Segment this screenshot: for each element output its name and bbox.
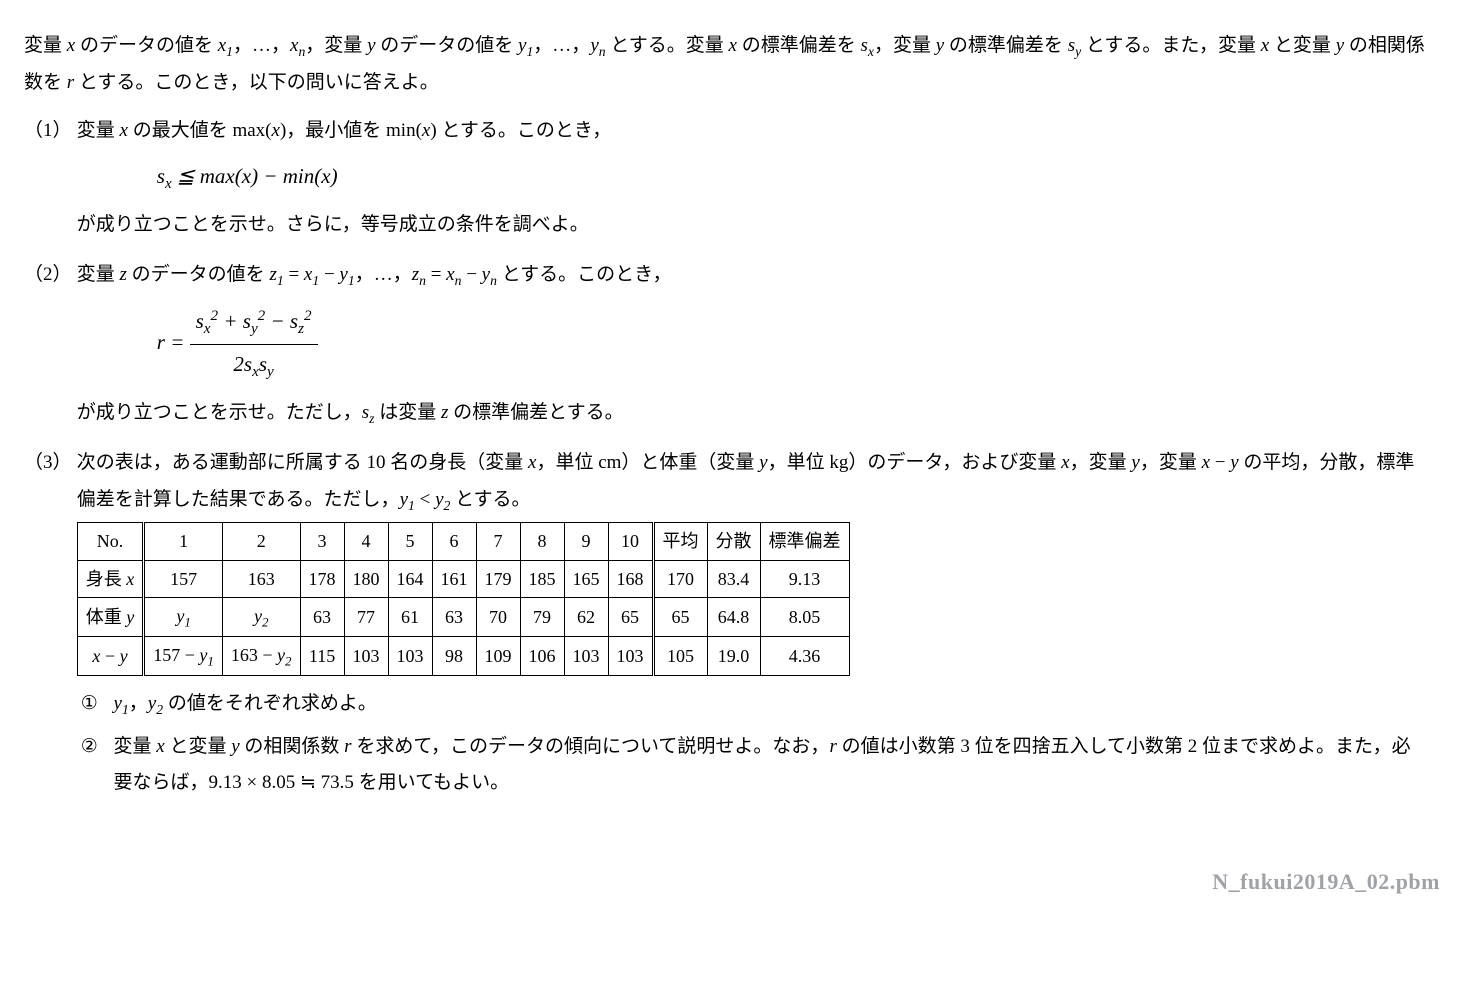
q3-number: （3） bbox=[24, 445, 72, 481]
row-label: 体重 y bbox=[77, 597, 144, 636]
q3-sub1-label: ① bbox=[81, 686, 109, 722]
equals: = bbox=[170, 330, 189, 354]
table-cell: 170 bbox=[653, 560, 707, 597]
table-cell: 178 bbox=[300, 560, 344, 597]
table-cell: 103 bbox=[344, 636, 388, 675]
table-cell: 63 bbox=[432, 597, 476, 636]
table-header-cell: 4 bbox=[344, 523, 388, 560]
row-label: x − y bbox=[77, 636, 144, 675]
table-header-cell: 10 bbox=[608, 523, 653, 560]
q1-body: 変量 x の最大値を max(x)，最小値を min(x) とする。このとき， … bbox=[77, 113, 1433, 243]
table-header-cell: 5 bbox=[388, 523, 432, 560]
q2-fraction: sx2 + sy2 − sz2 2sxsy bbox=[190, 302, 318, 387]
question-1: （1） 変量 x の最大値を max(x)，最小値を min(x) とする。この… bbox=[24, 113, 1440, 243]
table-cell: 180 bbox=[344, 560, 388, 597]
table-header-cell: 9 bbox=[564, 523, 608, 560]
table-header-cell: 3 bbox=[300, 523, 344, 560]
intro-paragraph: 変量 x のデータの値を x1，…，xn，変量 y のデータの値を y1，…，y… bbox=[24, 28, 1440, 101]
table-header-cell: 2 bbox=[222, 523, 300, 560]
table-cell: 165 bbox=[564, 560, 608, 597]
q3-sub2-label: ② bbox=[81, 729, 109, 765]
q1-number: （1） bbox=[24, 113, 72, 149]
q3-body: 次の表は，ある運動部に所属する 10 名の身長（変量 x，単位 cm）と体重（変… bbox=[77, 445, 1433, 801]
q2-lhs: r bbox=[157, 330, 165, 354]
table-cell: 163 bbox=[222, 560, 300, 597]
q1-formula: sx ≦ max(x) − min(x) bbox=[157, 157, 1433, 199]
table-cell: 161 bbox=[432, 560, 476, 597]
data-table: No.12345678910平均分散標準偏差身長 x15716317818016… bbox=[77, 522, 850, 676]
q1-text: 変量 x の最大値を max(x)，最小値を min(x) とする。このとき， bbox=[77, 120, 612, 141]
table-cell: 79 bbox=[520, 597, 564, 636]
table-row: 身長 x15716317818016416117918516516817083.… bbox=[77, 560, 849, 597]
table-cell: 62 bbox=[564, 597, 608, 636]
table-cell: 157 bbox=[144, 560, 223, 597]
q3-text: 次の表は，ある運動部に所属する 10 名の身長（変量 x，単位 cm）と体重（変… bbox=[77, 452, 1415, 509]
table-cell: 168 bbox=[608, 560, 653, 597]
table-cell: 98 bbox=[432, 636, 476, 675]
q2-formula: r = sx2 + sy2 − sz2 2sxsy bbox=[157, 302, 1433, 387]
table-cell: 157 − y1 bbox=[144, 636, 223, 675]
q2-followup: が成り立つことを示せ。ただし，sz は変量 z の標準偏差とする。 bbox=[77, 395, 1433, 432]
table-cell: 65 bbox=[608, 597, 653, 636]
q2-numerator: sx2 + sy2 − sz2 bbox=[190, 302, 318, 345]
q2-text: 変量 z のデータの値を z1 = x1 − y1，…，zn = xn − yn… bbox=[77, 264, 672, 285]
table-cell: y1 bbox=[144, 597, 223, 636]
q3-sub1: ① y1，y2 の値をそれぞれ求めよ。 bbox=[81, 686, 1433, 723]
row-label: 身長 x bbox=[77, 560, 144, 597]
q2-number: （2） bbox=[24, 257, 72, 293]
table-cell: 103 bbox=[388, 636, 432, 675]
table-header-cell: 8 bbox=[520, 523, 564, 560]
q3-sub2: ② 変量 x と変量 y の相関係数 r を求めて，このデータの傾向について説明… bbox=[81, 729, 1433, 801]
table-cell: 106 bbox=[520, 636, 564, 675]
q1-followup: が成り立つことを示せ。さらに，等号成立の条件を調べよ。 bbox=[77, 207, 1433, 243]
table-cell: 8.05 bbox=[760, 597, 849, 636]
table-cell: y2 bbox=[222, 597, 300, 636]
table-header-cell: 分散 bbox=[707, 523, 760, 560]
table-cell: 9.13 bbox=[760, 560, 849, 597]
table-cell: 61 bbox=[388, 597, 432, 636]
table-cell: 70 bbox=[476, 597, 520, 636]
table-row: x − y157 − y1163 − y21151031039810910610… bbox=[77, 636, 849, 675]
table-header-cell: No. bbox=[77, 523, 144, 560]
table-cell: 105 bbox=[653, 636, 707, 675]
table-header-cell: 平均 bbox=[653, 523, 707, 560]
table-header-cell: 標準偏差 bbox=[760, 523, 849, 560]
table-cell: 4.36 bbox=[760, 636, 849, 675]
table-cell: 19.0 bbox=[707, 636, 760, 675]
table-cell: 115 bbox=[300, 636, 344, 675]
question-2: （2） 変量 z のデータの値を z1 = x1 − y1，…，zn = xn … bbox=[24, 257, 1440, 431]
table-cell: 163 − y2 bbox=[222, 636, 300, 675]
table-header-cell: 1 bbox=[144, 523, 223, 560]
q3-sub2-text: 変量 x と変量 y の相関係数 r を求めて，このデータの傾向について説明せよ… bbox=[114, 729, 1430, 801]
table-cell: 179 bbox=[476, 560, 520, 597]
table-cell: 103 bbox=[608, 636, 653, 675]
table-cell: 83.4 bbox=[707, 560, 760, 597]
table-header-cell: 7 bbox=[476, 523, 520, 560]
table-cell: 65 bbox=[653, 597, 707, 636]
footer-filename: N_fukui2019A_02.pbm bbox=[24, 861, 1440, 903]
q2-denominator: 2sxsy bbox=[190, 345, 318, 387]
table-row: 体重 yy1y263776163707962656564.88.05 bbox=[77, 597, 849, 636]
table-cell: 109 bbox=[476, 636, 520, 675]
table-cell: 103 bbox=[564, 636, 608, 675]
table-cell: 164 bbox=[388, 560, 432, 597]
table-cell: 77 bbox=[344, 597, 388, 636]
table-cell: 63 bbox=[300, 597, 344, 636]
table-header-cell: 6 bbox=[432, 523, 476, 560]
table-cell: 185 bbox=[520, 560, 564, 597]
table-cell: 64.8 bbox=[707, 597, 760, 636]
q2-body: 変量 z のデータの値を z1 = x1 − y1，…，zn = xn − yn… bbox=[77, 257, 1433, 431]
q3-sub1-text: y1，y2 の値をそれぞれ求めよ。 bbox=[114, 686, 1430, 723]
question-3: （3） 次の表は，ある運動部に所属する 10 名の身長（変量 x，単位 cm）と… bbox=[24, 445, 1440, 801]
